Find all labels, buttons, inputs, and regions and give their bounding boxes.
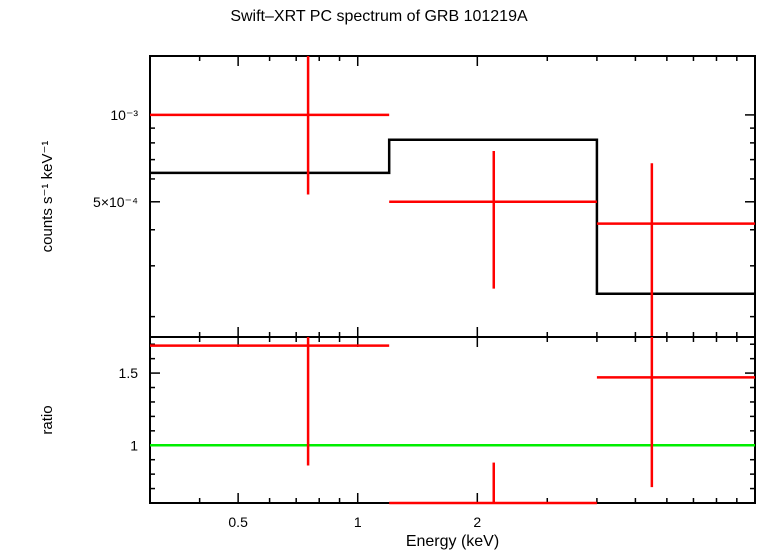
- y-tick-label: 1: [130, 437, 138, 453]
- ratio-panel: 1 1.5 ratio: [39, 336, 756, 505]
- x-axis-label: Energy (keV): [405, 533, 500, 550]
- y-tick-label: 5×10⁻⁴: [93, 194, 138, 210]
- x-tick-label: 1: [354, 514, 362, 530]
- x-tick-label: 2: [473, 514, 481, 530]
- spectrum-y-axis-label: counts s⁻¹ keV⁻¹: [39, 141, 56, 253]
- spectrum-panel: 10⁻³ 5×10⁻⁴ counts s⁻¹ keV⁻¹: [39, 55, 756, 338]
- model-step-line: [150, 138, 755, 296]
- y-tick-label: 1.5: [119, 365, 139, 381]
- chart-title: Swift–XRT PC spectrum of GRB 101219A: [230, 8, 528, 25]
- ratio-y-axis-label: ratio: [39, 405, 56, 434]
- ratio-frame: [149, 336, 756, 504]
- y-tick-label: 10⁻³: [110, 107, 138, 123]
- x-tick-label: 0.5: [228, 514, 248, 530]
